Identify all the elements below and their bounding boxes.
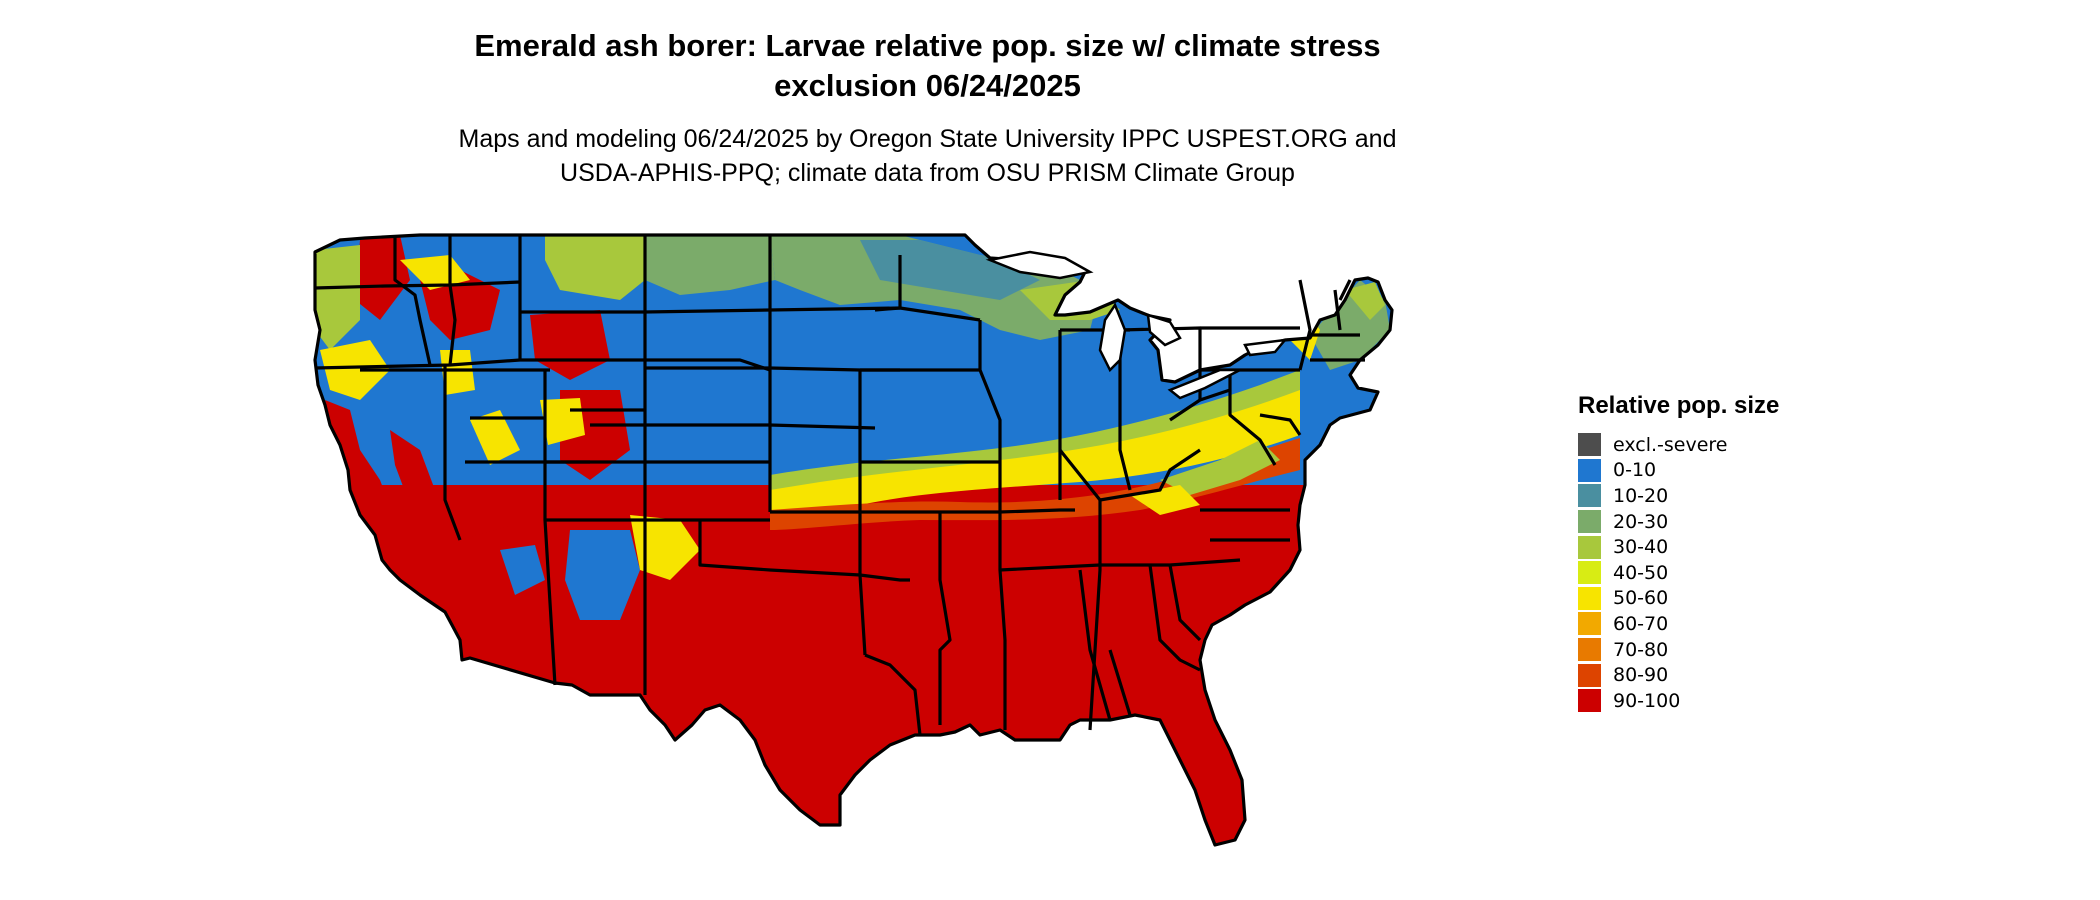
legend-swatch <box>1578 458 1601 482</box>
legend-swatch <box>1578 433 1601 457</box>
legend-label: 60-70 <box>1613 612 1669 635</box>
legend-item: 60-70 <box>1578 611 1779 637</box>
legend-label: 70-80 <box>1613 638 1669 661</box>
legend-item: 40-50 <box>1578 560 1779 586</box>
legend-title: Relative pop. size <box>1578 392 1780 419</box>
legend-swatch <box>1578 510 1601 534</box>
legend-item: 10-20 <box>1578 483 1779 509</box>
legend-label: 20-30 <box>1613 510 1669 533</box>
legend-item: 50-60 <box>1578 586 1779 612</box>
legend-label: excl.-severe <box>1613 433 1728 456</box>
map-title: Emerald ash borer: Larvae relative pop. … <box>0 26 1855 106</box>
legend-swatch <box>1578 586 1601 610</box>
map-title-line-2: exclusion 06/24/2025 <box>774 68 1081 103</box>
legend-swatch <box>1578 561 1601 585</box>
legend-item: 30-40 <box>1578 534 1779 560</box>
state-boundaries <box>313 233 1394 847</box>
legend-label: 50-60 <box>1613 587 1669 610</box>
legend-label: 30-40 <box>1613 536 1669 559</box>
legend: Relative pop. size excl.-severe 0-10 10-20… <box>1578 392 1779 714</box>
us-map <box>313 233 1394 847</box>
map-subtitle: Maps and modeling 06/24/2025 by Oregon S… <box>0 122 1855 190</box>
legend-swatch <box>1578 612 1601 636</box>
map-fill <box>315 235 1392 845</box>
legend-label: 40-50 <box>1613 561 1669 584</box>
legend-swatch <box>1578 663 1601 687</box>
legend-item: excl.-severe <box>1578 432 1779 458</box>
legend-item: 20-30 <box>1578 509 1779 535</box>
legend-swatch <box>1578 535 1601 559</box>
legend-item: 80-90 <box>1578 662 1779 688</box>
legend-swatch <box>1578 638 1601 662</box>
legend-label: 80-90 <box>1613 664 1669 687</box>
legend-label: 0-10 <box>1613 459 1657 482</box>
map-subtitle-line-2: USDA-APHIS-PPQ; climate data from OSU PR… <box>560 159 1295 187</box>
map-subtitle-line-1: Maps and modeling 06/24/2025 by Oregon S… <box>458 125 1397 153</box>
legend-swatch <box>1578 484 1601 508</box>
legend-item: 0-10 <box>1578 458 1779 484</box>
legend-label: 90-100 <box>1613 689 1681 712</box>
legend-items: excl.-severe 0-10 10-20 20-30 30-40 40-50 50-6… <box>1578 432 1779 714</box>
legend-label: 10-20 <box>1613 484 1669 507</box>
map-title-line-1: Emerald ash borer: Larvae relative pop. … <box>474 28 1381 63</box>
great-lakes <box>985 250 1288 400</box>
legend-item: 70-80 <box>1578 637 1779 663</box>
legend-swatch <box>1578 689 1601 713</box>
legend-item: 90-100 <box>1578 688 1779 714</box>
